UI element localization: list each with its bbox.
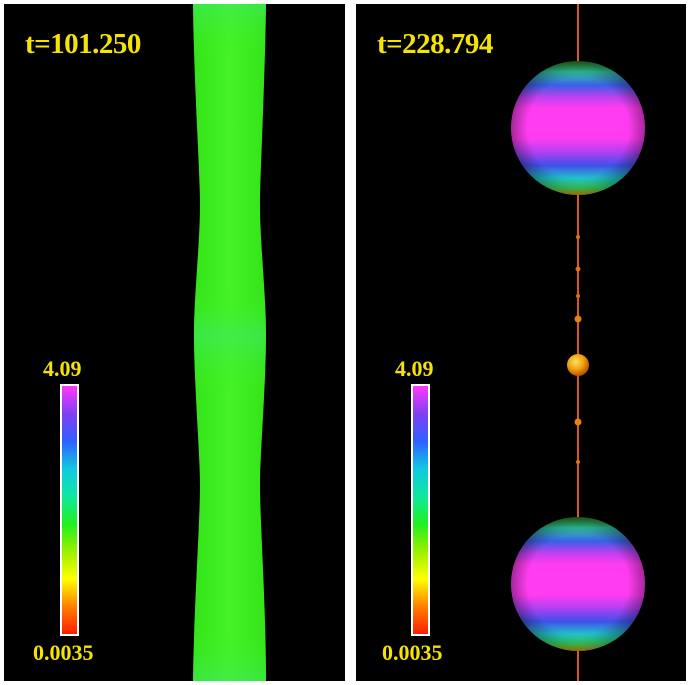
satellite-droplet <box>576 294 580 298</box>
satellite-droplet <box>575 266 581 272</box>
colorbar-max-label: 4.09 <box>43 356 82 381</box>
upper-droplet <box>511 61 645 195</box>
liquid-jet-scene <box>193 4 266 681</box>
colorbar-min-label: 0.0035 <box>382 640 443 665</box>
right-panel: t=228.794 4.09 0.0035 <box>356 4 686 681</box>
satellite-droplet <box>567 354 589 376</box>
left-panel: t=101.250 4.09 0.0035 <box>4 4 345 681</box>
satellite-droplet <box>574 315 582 323</box>
colorbar <box>411 384 430 636</box>
time-label: t=228.794 <box>377 28 493 60</box>
droplet-breakup-scene <box>511 4 645 681</box>
colorbar <box>60 384 79 636</box>
colorbar-max-label: 4.09 <box>395 356 434 381</box>
satellite-droplets <box>567 235 589 464</box>
satellite-droplet <box>574 418 582 426</box>
time-label: t=101.250 <box>25 28 141 60</box>
satellite-droplet <box>576 460 580 464</box>
lower-droplet <box>511 517 645 651</box>
jet-shading-bands <box>193 4 266 681</box>
satellite-droplet <box>576 235 580 239</box>
colorbar-min-label: 0.0035 <box>33 640 94 665</box>
